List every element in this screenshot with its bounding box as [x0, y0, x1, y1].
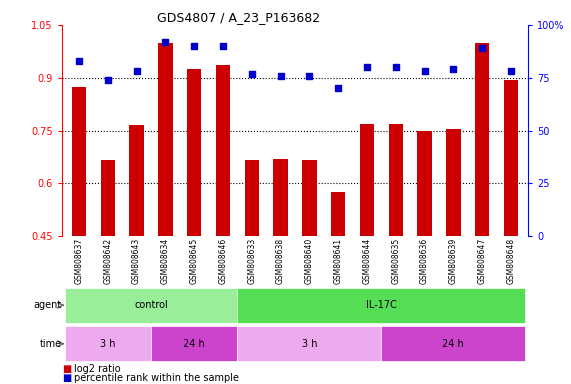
Point [333, 85, 343, 91]
Bar [130, 125, 144, 236]
Text: ■: ■ [62, 364, 71, 374]
Text: GSM808645: GSM808645 [190, 238, 199, 284]
Bar [475, 43, 489, 236]
Point [103, 77, 112, 83]
Text: GSM808633: GSM808633 [247, 238, 256, 284]
Point [161, 39, 170, 45]
Point [477, 45, 486, 51]
Point [132, 68, 141, 74]
Bar [360, 124, 374, 236]
Bar [381, 326, 525, 361]
Text: percentile rank within the sample: percentile rank within the sample [74, 373, 239, 383]
Bar [504, 79, 518, 236]
Point [449, 66, 458, 73]
Bar [216, 65, 230, 236]
Point [506, 68, 516, 74]
Bar [274, 159, 288, 236]
Text: agent: agent [34, 300, 62, 310]
Bar [65, 288, 238, 323]
Text: time: time [39, 339, 62, 349]
Bar [446, 129, 460, 236]
Bar [100, 161, 115, 236]
Text: 3 h: 3 h [301, 339, 317, 349]
Text: IL-17C: IL-17C [366, 300, 397, 310]
Point [74, 58, 83, 64]
Text: GSM808641: GSM808641 [333, 238, 343, 284]
Text: GSM808636: GSM808636 [420, 238, 429, 284]
Text: GSM808639: GSM808639 [449, 238, 458, 284]
Text: ■: ■ [62, 373, 71, 383]
Bar [417, 131, 432, 236]
Point [420, 68, 429, 74]
Text: 24 h: 24 h [183, 339, 205, 349]
Bar [65, 326, 151, 361]
Bar [151, 326, 238, 361]
Text: GSM808642: GSM808642 [103, 238, 112, 284]
Text: GSM808647: GSM808647 [477, 238, 486, 284]
Text: GSM808635: GSM808635 [391, 238, 400, 284]
Text: GDS4807 / A_23_P163682: GDS4807 / A_23_P163682 [158, 12, 320, 25]
Bar [244, 161, 259, 236]
Text: GSM808644: GSM808644 [363, 238, 371, 284]
Text: control: control [134, 300, 168, 310]
Point [276, 73, 285, 79]
Text: log2 ratio: log2 ratio [74, 364, 121, 374]
Bar [302, 161, 316, 236]
Point [218, 43, 227, 49]
Text: GSM808634: GSM808634 [161, 238, 170, 284]
Text: GSM808648: GSM808648 [506, 238, 516, 284]
Point [363, 64, 372, 70]
Bar [388, 124, 403, 236]
Point [247, 70, 256, 76]
Bar [187, 69, 202, 236]
Bar [158, 43, 172, 236]
Point [305, 73, 314, 79]
Bar [72, 86, 86, 236]
Text: GSM808640: GSM808640 [305, 238, 314, 284]
Point [190, 43, 199, 49]
Bar [331, 192, 345, 236]
Text: GSM808643: GSM808643 [132, 238, 141, 284]
Text: 24 h: 24 h [443, 339, 464, 349]
Text: GSM808646: GSM808646 [219, 238, 227, 284]
Text: GSM808638: GSM808638 [276, 238, 285, 284]
Bar [238, 326, 381, 361]
Text: 3 h: 3 h [100, 339, 115, 349]
Bar [238, 288, 525, 323]
Text: GSM808637: GSM808637 [74, 238, 83, 284]
Point [391, 64, 400, 70]
